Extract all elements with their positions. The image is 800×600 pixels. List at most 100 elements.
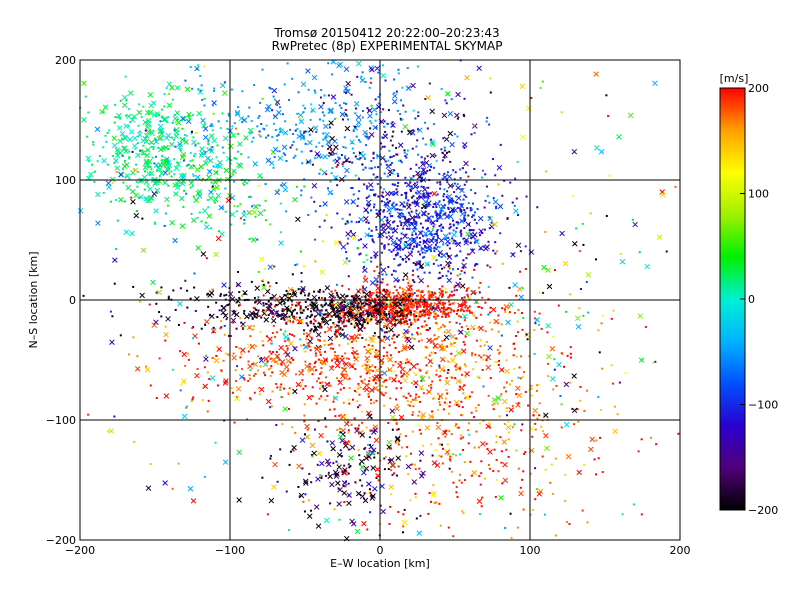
data-point-dot bbox=[464, 316, 467, 319]
data-point-dot bbox=[414, 396, 417, 399]
data-point-dot bbox=[338, 344, 341, 347]
data-point-dot bbox=[342, 401, 345, 404]
data-point-dot bbox=[464, 306, 467, 309]
x-axis-label: E–W location [km] bbox=[330, 557, 430, 570]
data-point-cross bbox=[311, 450, 317, 457]
data-point-dot bbox=[585, 281, 588, 284]
data-point-dot bbox=[394, 324, 397, 327]
data-point-dot bbox=[381, 329, 384, 332]
data-point-dot bbox=[506, 217, 509, 220]
data-point-dot bbox=[501, 482, 504, 485]
data-point-dot bbox=[259, 331, 262, 334]
data-point-dot bbox=[319, 359, 322, 362]
data-point-cross bbox=[135, 152, 141, 159]
data-point-dot bbox=[407, 312, 410, 315]
data-point-dot bbox=[280, 184, 283, 187]
data-point-dot bbox=[93, 170, 96, 173]
data-point-cross bbox=[310, 301, 316, 308]
data-point-dot bbox=[459, 273, 462, 276]
data-point-cross bbox=[109, 339, 115, 345]
data-point-cross bbox=[372, 385, 379, 392]
data-point-dot bbox=[504, 310, 507, 313]
data-point-cross bbox=[136, 131, 143, 138]
data-point-dot bbox=[428, 169, 431, 172]
data-point-cross bbox=[298, 492, 305, 499]
data-point-dot bbox=[495, 205, 498, 208]
data-point-dot bbox=[319, 314, 322, 317]
data-point-dot bbox=[493, 448, 496, 451]
data-point-dot bbox=[204, 221, 207, 224]
data-point-dot bbox=[383, 331, 386, 334]
y-tick-label: −100 bbox=[46, 414, 76, 427]
data-point-cross bbox=[234, 111, 241, 117]
data-point-dot bbox=[601, 314, 604, 317]
data-point-dot bbox=[422, 173, 425, 176]
data-point-dot bbox=[419, 514, 422, 517]
data-point-dot bbox=[128, 155, 131, 158]
data-point-dot bbox=[203, 366, 206, 369]
data-point-cross bbox=[235, 298, 241, 304]
data-point-dot bbox=[443, 146, 446, 149]
data-point-dot bbox=[525, 195, 528, 198]
data-point-dot bbox=[342, 318, 345, 321]
data-point-dot bbox=[319, 372, 322, 375]
data-point-dot bbox=[489, 266, 492, 269]
data-point-dot bbox=[399, 318, 402, 321]
data-point-dot bbox=[224, 187, 227, 190]
data-point-dot bbox=[147, 166, 150, 169]
data-point-dot bbox=[425, 328, 428, 331]
data-point-dot bbox=[447, 206, 450, 209]
data-point-dot bbox=[300, 272, 303, 275]
data-point-dot bbox=[317, 322, 320, 325]
data-point-dot bbox=[452, 224, 455, 227]
data-point-cross bbox=[485, 364, 492, 371]
data-point-dot bbox=[447, 207, 450, 210]
data-point-dot bbox=[149, 125, 152, 128]
data-point-dot bbox=[275, 382, 278, 385]
data-point-dot bbox=[399, 263, 402, 266]
data-point-dot bbox=[569, 356, 572, 359]
data-point-dot bbox=[429, 192, 432, 195]
data-point-dot bbox=[294, 264, 297, 267]
data-point-dot bbox=[486, 264, 489, 267]
data-point-dot bbox=[280, 317, 283, 320]
data-point-cross bbox=[656, 234, 663, 240]
data-point-dot bbox=[358, 253, 361, 256]
data-point-dot bbox=[418, 340, 421, 343]
data-point-dot bbox=[389, 156, 392, 159]
data-point-dot bbox=[408, 325, 411, 328]
data-point-dot bbox=[431, 454, 434, 457]
data-point-dot bbox=[347, 342, 350, 345]
data-point-dot bbox=[359, 314, 362, 317]
data-point-cross bbox=[213, 169, 219, 176]
data-point-dot bbox=[478, 354, 481, 357]
data-point-dot bbox=[499, 345, 502, 348]
data-point-dot bbox=[262, 344, 265, 347]
data-point-cross bbox=[501, 398, 508, 405]
data-point-dot bbox=[132, 285, 135, 288]
data-point-dot bbox=[366, 303, 369, 306]
data-point-dot bbox=[355, 221, 358, 224]
data-point-dot bbox=[357, 302, 360, 305]
data-point-dot bbox=[138, 196, 141, 199]
data-point-dot bbox=[232, 352, 235, 355]
data-point-dot bbox=[495, 478, 498, 481]
data-point-dot bbox=[534, 322, 537, 325]
data-point-dot bbox=[495, 207, 498, 210]
data-point-dot bbox=[276, 386, 279, 389]
data-point-cross bbox=[373, 351, 379, 357]
data-point-dot bbox=[438, 271, 441, 274]
data-point-dot bbox=[475, 239, 478, 242]
data-point-dot bbox=[383, 247, 386, 250]
data-point-dot bbox=[320, 321, 323, 324]
data-point-dot bbox=[363, 304, 366, 307]
data-point-dot bbox=[142, 144, 145, 147]
data-point-cross bbox=[445, 260, 451, 267]
data-point-dot bbox=[308, 472, 311, 475]
data-point-dot bbox=[329, 180, 332, 183]
data-point-dot bbox=[373, 314, 376, 317]
data-point-cross bbox=[366, 481, 372, 487]
data-point-dot bbox=[191, 398, 194, 401]
data-point-cross bbox=[157, 123, 164, 130]
data-point-cross bbox=[323, 319, 330, 326]
